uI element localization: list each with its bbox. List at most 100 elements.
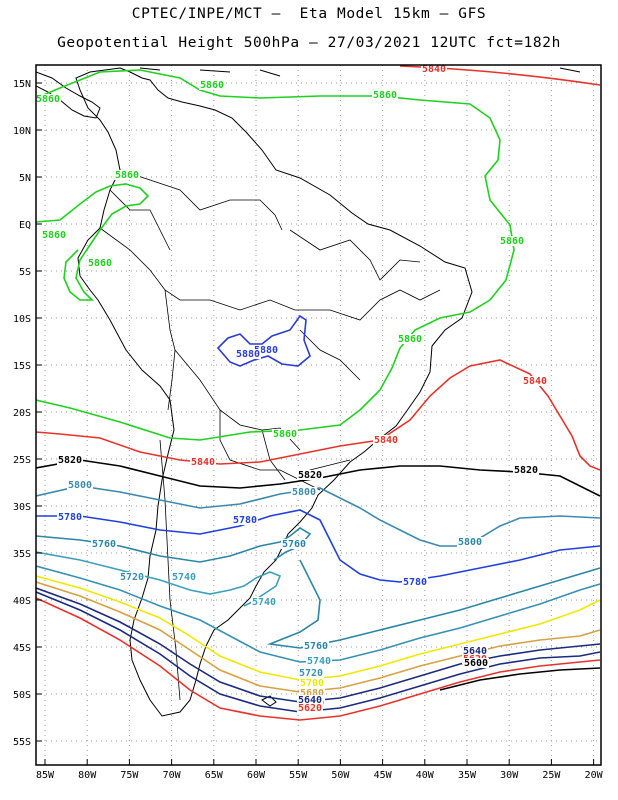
contour-label: 5740 [307,656,331,667]
contour-label-bg [114,170,140,180]
contour-label: 5800 [458,537,482,548]
contour-5860-west [36,183,150,301]
lon-tick-label: 85W [36,770,55,781]
contour-label: 5840 [422,64,446,75]
contour-label-bg [303,641,329,651]
contour-label: 5720 [299,668,323,679]
contour-label-bg [57,455,83,465]
lat-tick-label: 55S [13,737,31,748]
contour-label-bg [235,349,261,359]
lon-tick-label: 75W [120,770,139,781]
contour-label-bg [232,515,258,525]
contour-label: 5760 [282,539,306,550]
contour-label: 5860 [373,90,397,101]
contour-label-bg [91,539,117,549]
lon-tick-label: 25W [542,770,561,781]
contour-label-bg [299,678,325,688]
lat-tick-label: 25S [13,455,31,466]
contour-label: 5860 [200,80,224,91]
lat-tick-label: 5N [19,173,31,184]
lat-tick-label: 10N [13,126,31,137]
contour-label-bg [199,80,225,90]
contour-5740-west [36,551,282,607]
lat-tick-label: EQ [19,220,31,231]
contour-label: 5740 [252,597,276,608]
contour-label-bg [402,577,428,587]
lon-tick-label: 35W [458,770,477,781]
map-title-line1: CPTEC/INPE/MCT – Eta Model 15km – GFS [131,6,487,22]
contour-label: 5760 [92,539,116,550]
contour-label: 5860 [115,170,139,181]
contour-label-bg [272,429,298,439]
contour-label-bg [87,258,113,268]
contour-label-bg [297,695,323,705]
contour-label-bg [281,539,307,549]
contour-label-bg [253,345,279,355]
contour-label: 5840 [523,376,547,387]
contour-label: 5720 [120,572,144,583]
contour-label-bg [372,90,398,100]
lon-tick-label: 45W [374,770,393,781]
contour-label-bg [397,334,423,344]
contour-label: 5820 [58,455,82,466]
contour-label: 5840 [191,457,215,468]
contour-label: 5820 [514,465,538,476]
lon-tick-label: 70W [163,770,182,781]
contour-label: 5820 [298,470,322,481]
lat-tick-label: 30S [13,502,31,513]
contour-label: 5800 [292,487,316,498]
contour-label: 5640 [298,695,322,706]
lat-tick-label: 45S [13,643,31,654]
contour-label: 5860 [42,230,66,241]
lon-tick-label: 30W [500,770,519,781]
contour-5800 [36,485,601,547]
contour-5760-west [36,527,312,563]
contour-label: 5780 [403,577,427,588]
lon-tick-label: 80W [78,770,97,781]
caribbean-islands [139,67,581,77]
contour-label: 5700 [300,678,324,689]
contour-label-bg [291,487,317,497]
contour-label: 5880 [236,349,260,360]
contour-label-bg [421,64,447,74]
lat-tick-label: 35S [13,549,31,560]
contour-label: 5860 [398,334,422,345]
lat-tick-label: 10S [13,314,31,325]
contour-label-bg [67,480,93,490]
contour-label: 5860 [273,429,297,440]
contour-5880-brazil [216,314,311,367]
contour-lines [36,65,601,721]
lat-tick-label: 5S [19,267,31,278]
contour-label-bg [499,236,525,246]
contour-label: 5760 [304,641,328,652]
contour-label: 5880 [254,345,278,356]
axis-ticks: 15N 10N 5N EQ 5S 10S 15S 20S 25S 30S 35S 40S 45S 50S 5… [13,79,604,781]
contour-label-bg [306,656,332,666]
contour-label: 5860 [88,258,112,269]
contour-label: 5780 [58,512,82,523]
contour-5780 [36,509,601,583]
contour-5620 [36,597,601,721]
lon-tick-label: 60W [247,770,266,781]
lat-lon-grid [36,65,601,765]
contour-label-bg [299,688,325,698]
south-america-coastline [75,67,473,717]
lat-tick-label: 50S [13,690,31,701]
contour-label: 5780 [233,515,257,526]
contour-labels: 5840 5860 5860 5860 5860 5860 5860 5860 58805880… [35,64,548,714]
contour-5600 [439,667,601,691]
contour-label-bg [35,94,61,104]
contour-label-bg [190,457,216,467]
lon-tick-label: 40W [416,770,435,781]
contour-label-bg [522,376,548,386]
contour-5840-central [36,359,601,471]
contour-label-bg [457,537,483,547]
contour-label-bg [298,668,324,678]
contour-label: 5860 [500,236,524,247]
lat-tick-label: 15N [13,79,31,90]
contour-label-bg [119,572,145,582]
contour-label-bg [41,230,67,240]
lat-tick-label: 15S [13,361,31,372]
contour-label-bg [373,435,399,445]
